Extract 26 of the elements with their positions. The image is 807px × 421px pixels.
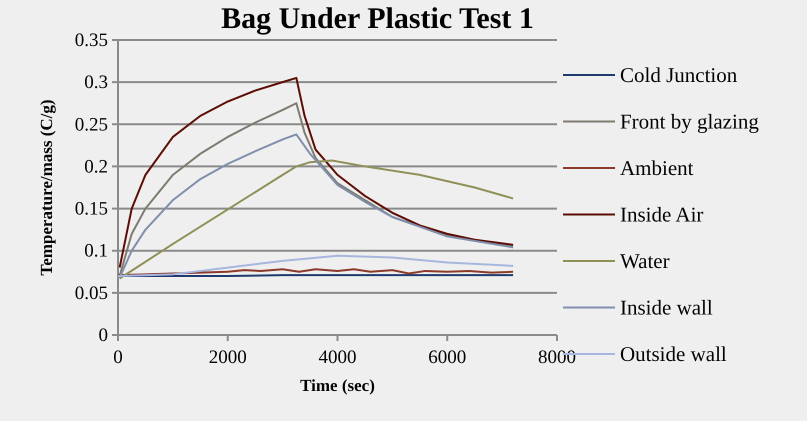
x-tick-label: 0 (113, 347, 123, 368)
line-series (117, 254, 514, 277)
x-tick-label: 6000 (428, 347, 466, 368)
y-tick-label: 0.35 (74, 30, 108, 51)
x-tick-label: 2000 (208, 347, 247, 368)
line-series (118, 76, 514, 269)
y-axis-title: Temperature/mass (C/g) (37, 99, 56, 276)
legend-label: Ambient (620, 156, 694, 180)
legend-label: Water (620, 249, 670, 273)
y-tick-label: 0.05 (74, 282, 108, 304)
legend-label: Outside wall (620, 342, 727, 366)
line-series (118, 160, 514, 280)
x-axis-title: Time (sec) (300, 376, 375, 395)
y-tick-label: 0.25 (74, 114, 108, 136)
line-series (118, 133, 514, 279)
legend-label: Inside Air (620, 202, 704, 226)
y-tick-label: 0.2 (84, 156, 108, 178)
legend-label: Cold Junction (620, 63, 738, 87)
legend-label: Front by glazing (620, 110, 760, 134)
y-tick-label: 0 (98, 325, 108, 346)
y-tick-label: 0.3 (84, 72, 108, 94)
x-tick-label: 4000 (318, 347, 356, 368)
legend-label: Inside wall (620, 296, 713, 320)
chart-title: Bag Under Plastic Test 1 (221, 2, 534, 35)
y-tick-label: 0.1 (84, 240, 108, 262)
y-tick-label: 0.15 (74, 198, 108, 220)
